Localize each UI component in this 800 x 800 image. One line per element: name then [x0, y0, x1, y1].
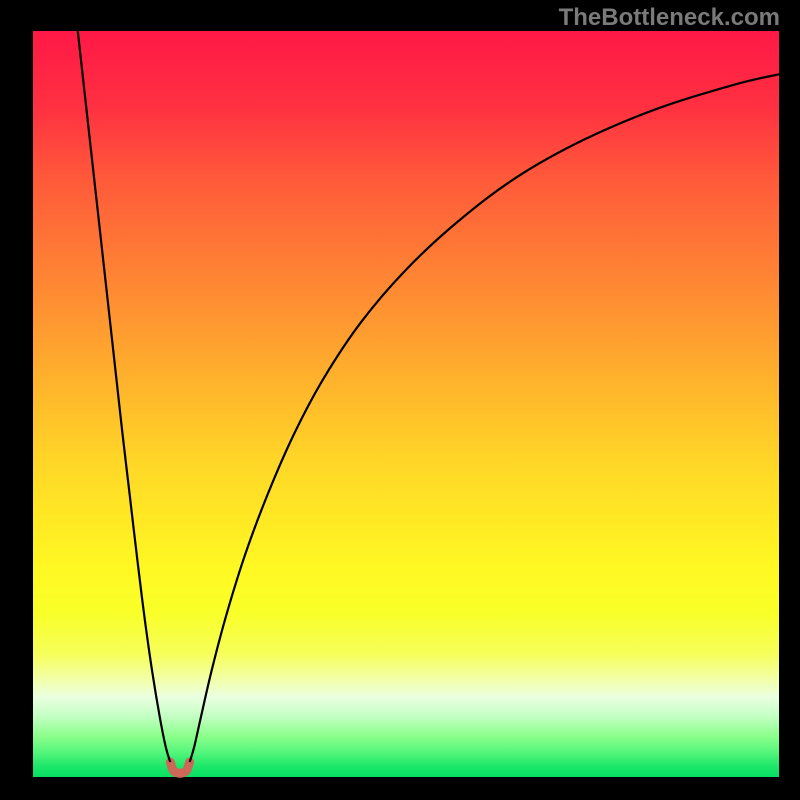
watermark-text: TheBottleneck.com [559, 4, 780, 32]
bottleneck-curve [0, 0, 800, 800]
chart-frame: TheBottleneck.com [0, 0, 800, 800]
